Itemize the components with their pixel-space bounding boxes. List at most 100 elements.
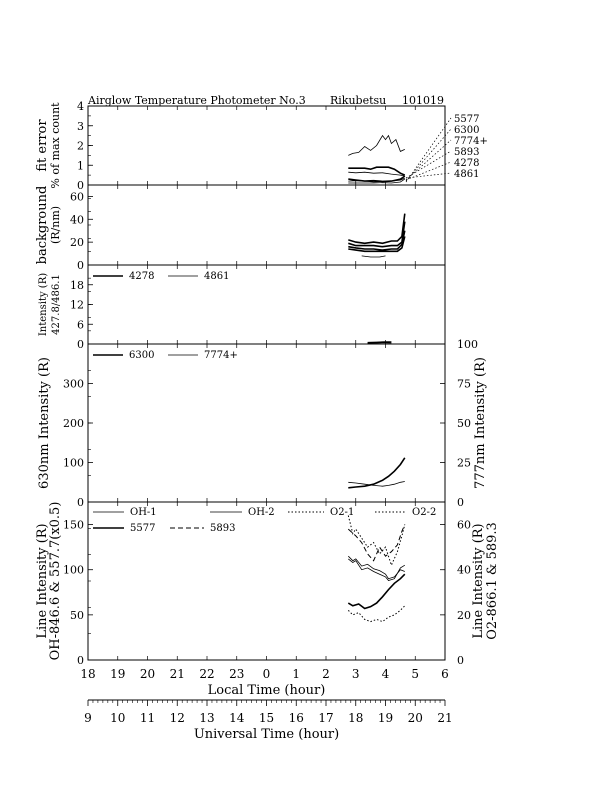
y-right-axis-label: 777nm Intensity (R) xyxy=(473,357,488,489)
local-time-tick-label: 19 xyxy=(110,667,125,681)
series-line-oh-2 xyxy=(348,555,405,580)
universal-time-tick-label: 9 xyxy=(84,711,92,725)
series-line-o2-1 xyxy=(347,515,406,567)
legend-label: 6300 xyxy=(129,350,154,361)
series-line-6300 xyxy=(348,166,406,176)
local-time-tick-label: 6 xyxy=(441,667,449,681)
universal-time-tick-label: 11 xyxy=(140,711,155,725)
series-line-d xyxy=(348,236,406,253)
y-tick-label: 150 xyxy=(63,519,84,532)
local-time-tick-label: 4 xyxy=(382,667,390,681)
chart-title: Airglow Temperature Photometer No.3 Riku… xyxy=(87,94,444,107)
y-right-tick-label: 40 xyxy=(457,564,471,577)
y-tick-label: 0 xyxy=(77,179,84,192)
y-tick-label: 50 xyxy=(70,609,84,622)
local-time-tick-label: 22 xyxy=(199,667,214,681)
title-instrument: Airglow Temperature Photometer No.3 xyxy=(87,94,306,107)
universal-time-tick-label: 14 xyxy=(229,711,245,725)
universal-time-tick-label: 19 xyxy=(378,711,393,725)
y-right-tick-label: 20 xyxy=(457,609,471,622)
series-line-b xyxy=(348,221,406,248)
y-axis-label-sub: % of max count xyxy=(49,102,62,189)
series-line-6300 xyxy=(348,457,406,489)
universal-time-tick-label: 17 xyxy=(318,711,333,725)
universal-time-tick-label: 10 xyxy=(110,711,125,725)
y-tick-label: 200 xyxy=(63,417,84,430)
universal-time-tick-label: 18 xyxy=(348,711,363,725)
series-end-label: 4861 xyxy=(454,169,479,180)
y-right-tick-label: 60 xyxy=(457,519,471,532)
local-time-tick-label: 2 xyxy=(322,667,330,681)
series-line-7774- xyxy=(348,481,405,487)
panel-frame xyxy=(87,184,446,266)
series-end-leader xyxy=(405,150,452,179)
y-axis-label: Line Intensity (R) xyxy=(35,523,50,638)
panel-frame xyxy=(87,105,446,186)
y-right-tick-label: 100 xyxy=(457,338,478,351)
y-tick-label: 0 xyxy=(77,338,84,351)
y-axis-label: 630nm Intensity (R) xyxy=(37,357,52,489)
series-line-4861 xyxy=(348,178,406,184)
local-time-axis-label: Local Time (hour) xyxy=(208,683,326,698)
series-end-leader xyxy=(405,117,452,183)
title-station: Rikubetsu xyxy=(330,94,386,107)
local-time-tick-label: 21 xyxy=(170,667,185,681)
y-tick-label: 18 xyxy=(70,279,84,292)
series-line-4278 xyxy=(367,341,392,344)
series-end-leader xyxy=(405,139,452,181)
series-line-4278 xyxy=(348,177,405,183)
series-line-a xyxy=(348,213,406,245)
legend-label: 5893 xyxy=(210,523,235,534)
legend-label: OH-1 xyxy=(130,507,157,518)
series-line-5893 xyxy=(347,524,406,562)
series-end-label: 6300 xyxy=(454,125,479,136)
legend-label: 7774+ xyxy=(204,350,238,361)
y-axis-label: Intensity (R) xyxy=(38,273,49,336)
series-end-label: 5577 xyxy=(454,114,479,125)
legend-label: 4861 xyxy=(204,271,229,282)
y-tick-label: 0 xyxy=(77,259,84,272)
y-right-axis-label-sub: O2-866.1 & 589.3 xyxy=(485,522,500,640)
legend-label: 5577 xyxy=(130,523,155,534)
y-right-tick-label: 0 xyxy=(457,654,464,667)
y-axis-label: fit error xyxy=(35,119,50,172)
series-line-oh-1 xyxy=(348,558,406,581)
y-tick-label: 100 xyxy=(63,564,84,577)
series-line-o2-2 xyxy=(347,605,406,623)
series-line-7774- xyxy=(348,171,405,177)
universal-time-axis-label: Universal Time (hour) xyxy=(194,727,339,742)
universal-time-tick-label: 13 xyxy=(199,711,214,725)
y-axis-label: background xyxy=(35,186,50,265)
panel-red-line: 0 100 200 300 630nm Intensity (R) 0 25 50 75 100 7… xyxy=(37,338,488,509)
series-line-e xyxy=(361,255,386,258)
panel-fit-error: 0 1 2 3 4 fit error% of max count xyxy=(35,100,446,192)
legend-label: O2-1 xyxy=(330,507,354,518)
universal-time-tick-label: 12 xyxy=(170,711,185,725)
series-end-leader xyxy=(405,172,452,179)
panel-background: 0 20 40 60 background (R/nm) xyxy=(35,184,446,272)
legend-label: 4278 xyxy=(129,271,154,282)
series-end-label: 7774+ xyxy=(454,136,488,147)
y-tick-label: 100 xyxy=(63,457,84,470)
local-time-tick-label: 18 xyxy=(80,667,95,681)
local-time-tick-label: 20 xyxy=(140,667,155,681)
y-right-tick-label: 0 xyxy=(457,496,464,509)
legend-label: O2-2 xyxy=(412,507,436,518)
local-time-tick-label: 3 xyxy=(352,667,360,681)
y-tick-label: 3 xyxy=(77,120,84,133)
universal-time-tick-label: 15 xyxy=(259,711,274,725)
y-right-tick-label: 50 xyxy=(457,417,471,430)
y-tick-label: 0 xyxy=(77,654,84,667)
y-tick-label: 40 xyxy=(70,213,84,226)
y-tick-label: 12 xyxy=(70,299,84,312)
y-right-tick-label: 75 xyxy=(457,378,471,391)
y-tick-label: 0 xyxy=(77,496,84,509)
title-date: 101019 xyxy=(402,94,444,107)
local-time-tick-label: 0 xyxy=(263,667,271,681)
y-tick-label: 6 xyxy=(77,318,84,331)
y-right-tick-label: 25 xyxy=(457,457,471,470)
